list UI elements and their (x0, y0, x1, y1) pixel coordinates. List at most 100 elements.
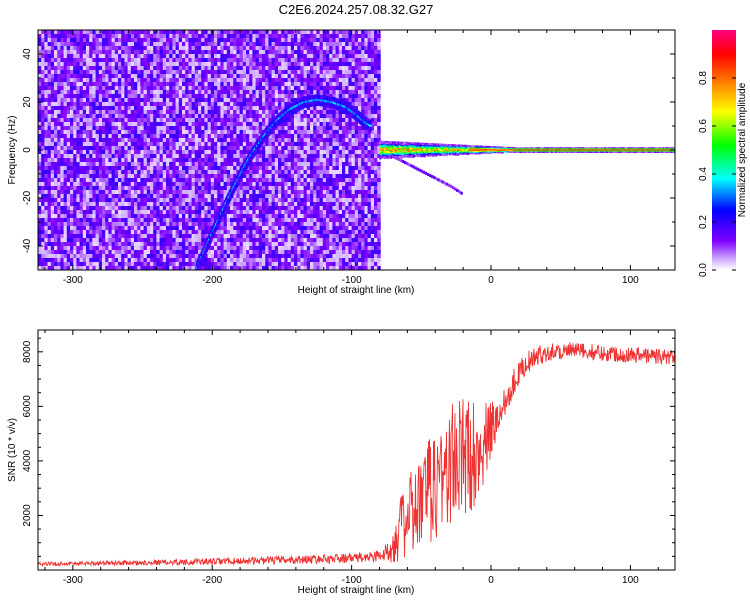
heatmap-cell (348, 158, 352, 163)
heatmap-cell (313, 86, 317, 91)
heatmap-cell (332, 50, 336, 55)
heatmap-cell (303, 130, 308, 135)
heatmap-cell (214, 190, 218, 195)
heatmap-cell (38, 178, 42, 183)
heatmap-cell (102, 62, 106, 67)
heatmap-cell (297, 86, 301, 91)
heatmap-cell (79, 150, 84, 155)
heatmap-cell (354, 134, 359, 139)
heatmap-cell (364, 202, 368, 207)
heatmap-cell (351, 118, 356, 123)
heatmap-cell (335, 34, 340, 39)
heatmap-cell (50, 90, 55, 95)
heatmap-cell (198, 30, 202, 35)
heatmap-cell (361, 90, 365, 95)
heatmap-cell (150, 170, 154, 175)
heatmap-cell (230, 154, 234, 159)
heatmap-cell (316, 210, 320, 215)
heatmap-cell (233, 86, 237, 91)
heatmap-cell (156, 126, 160, 131)
heatmap-cell (47, 142, 52, 147)
heatmap-cell (92, 214, 96, 219)
heatmap-cell (306, 206, 311, 211)
heatmap-cell (130, 162, 135, 167)
heatmap-cell (233, 198, 237, 203)
heatmap-cell (60, 206, 64, 211)
heatmap-cell (63, 206, 68, 211)
heatmap-cell (274, 46, 279, 51)
heatmap-cell (57, 110, 61, 115)
heatmap-cell (60, 98, 64, 103)
heatmap-cell (374, 42, 378, 47)
heatmap-cell (134, 70, 138, 75)
heatmap-cell (140, 202, 144, 207)
heatmap-cell (188, 146, 192, 151)
heatmap-cell (338, 70, 343, 75)
heatmap-cell (150, 62, 154, 67)
heatmap-cell (214, 146, 218, 151)
heatmap-cell (50, 194, 55, 199)
heatmap-cell (124, 82, 128, 87)
heatmap-cell (63, 114, 68, 119)
heatmap-cell (332, 206, 336, 211)
heatmap-cell (134, 122, 138, 127)
heatmap-cell (175, 202, 180, 207)
heatmap-cell (127, 170, 132, 175)
heatmap-cell (102, 54, 106, 59)
heatmap-cell (172, 142, 176, 147)
heatmap-cell (156, 162, 160, 167)
heatmap-cell (178, 190, 183, 195)
heatmap-cell (214, 162, 218, 167)
heatmap-cell (361, 150, 365, 155)
heatmap-cell (73, 158, 77, 163)
heatmap-cell (201, 150, 205, 155)
heatmap-cell (140, 146, 144, 151)
heatmap-cell (150, 82, 154, 87)
heatmap-cell (281, 66, 285, 71)
heatmap-cell (326, 186, 330, 191)
heatmap-cell (284, 170, 288, 175)
heatmap-cell (127, 178, 132, 183)
heatmap-cell (242, 42, 247, 47)
heatmap-cell (204, 70, 208, 75)
heatmap-cell (178, 34, 183, 39)
heatmap-cell (262, 202, 266, 207)
heatmap-cell (108, 74, 112, 79)
heatmap-cell (361, 58, 365, 63)
heatmap-cell (121, 214, 125, 219)
heatmap-cell (326, 210, 330, 215)
heatmap-cell (159, 82, 164, 87)
heatmap-cell (50, 182, 55, 187)
heatmap-cell (188, 34, 192, 39)
heatmap-cell (140, 162, 144, 167)
heatmap-cell (364, 94, 368, 99)
heatmap-cell (105, 66, 109, 71)
heatmap-cell (194, 42, 199, 47)
heatmap-cell (153, 198, 157, 203)
heatmap-cell (348, 206, 352, 211)
heatmap-cell (73, 42, 77, 47)
heatmap-cell (306, 130, 311, 135)
heatmap-cell (54, 42, 58, 47)
heatmap-cell (162, 210, 167, 215)
heatmap-cell (361, 34, 365, 39)
heatmap-cell (92, 158, 96, 163)
heatmap-cell (233, 126, 237, 131)
heatmap-cell (89, 134, 93, 139)
heatmap-cell (73, 130, 77, 135)
heatmap-cell (252, 102, 256, 107)
heatmap-cell (223, 86, 228, 91)
heatmap-cell (98, 58, 103, 63)
heatmap-cell (345, 118, 349, 123)
heatmap-cell (310, 206, 314, 211)
heatmap-cell (159, 142, 164, 147)
heatmap-cell (335, 126, 340, 131)
heatmap-cell (364, 98, 368, 103)
heatmap-cell (233, 58, 237, 63)
heatmap-cell (172, 30, 176, 35)
heatmap-cell (140, 174, 144, 179)
heatmap-cell (354, 34, 359, 39)
heatmap-cell (60, 74, 64, 79)
heatmap-cell (329, 142, 333, 147)
heatmap-cell (73, 126, 77, 131)
